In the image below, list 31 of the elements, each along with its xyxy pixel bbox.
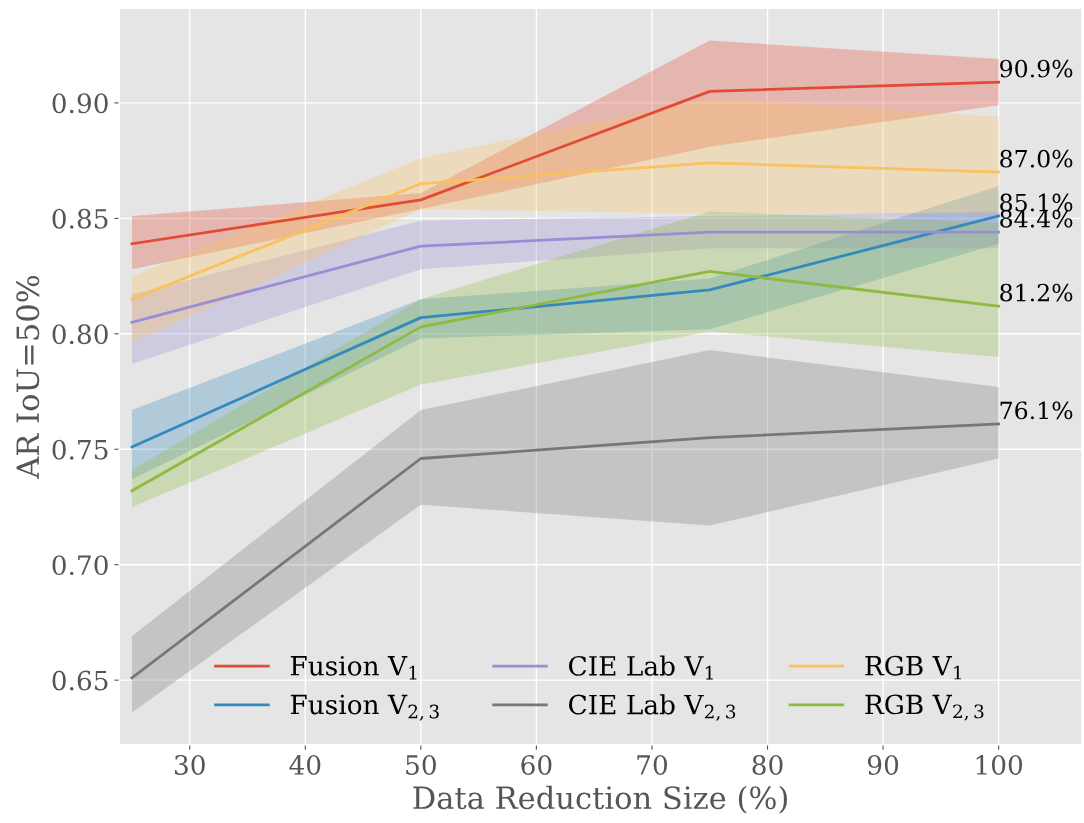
y-tick-label: 0.80 xyxy=(52,324,108,345)
y-tick-label: 0.85 xyxy=(52,208,108,229)
y-axis-title: AR IoU=50% xyxy=(16,275,40,479)
line-series xyxy=(130,270,1001,493)
line-series xyxy=(130,214,1001,449)
x-tick-label: 70 xyxy=(637,755,667,775)
legend-label: Fusion V$_{1}$ xyxy=(290,655,417,680)
data-label: 90.9% xyxy=(1000,59,1073,78)
legend-label: RGB V$_{1}$ xyxy=(865,655,962,680)
y-tick-label: 0.65 xyxy=(52,670,108,691)
x-tick-label: 60 xyxy=(521,755,552,775)
line-series xyxy=(130,80,1001,246)
y-tick-label: 0.70 xyxy=(52,555,108,576)
line-series xyxy=(130,161,1001,301)
y-tick-label: 0.75 xyxy=(52,439,108,460)
line-series xyxy=(130,422,1001,680)
x-axis-title: Data Reduction Size (%) xyxy=(413,785,787,814)
x-tick-label: 90 xyxy=(867,755,899,775)
x-tick-label: 50 xyxy=(406,755,436,775)
x-tick-label: 100 xyxy=(976,755,1023,775)
legend-label: CIE Lab V$_{1}$ xyxy=(569,655,713,680)
legend-label: RGB V$_{2,3}$ xyxy=(865,694,984,721)
data-label: 76.1% xyxy=(1000,401,1073,420)
y-tick-label: 0.90 xyxy=(52,93,108,114)
legend-label: Fusion V$_{2,3}$ xyxy=(290,694,439,721)
x-tick-label: 80 xyxy=(752,755,783,775)
data-label: 87.0% xyxy=(1000,149,1073,168)
x-tick-label: 30 xyxy=(174,755,205,775)
x-tick-label: 40 xyxy=(289,755,321,775)
data-label: 81.2% xyxy=(1000,283,1073,302)
legend-label: CIE Lab V$_{2,3}$ xyxy=(569,694,736,721)
